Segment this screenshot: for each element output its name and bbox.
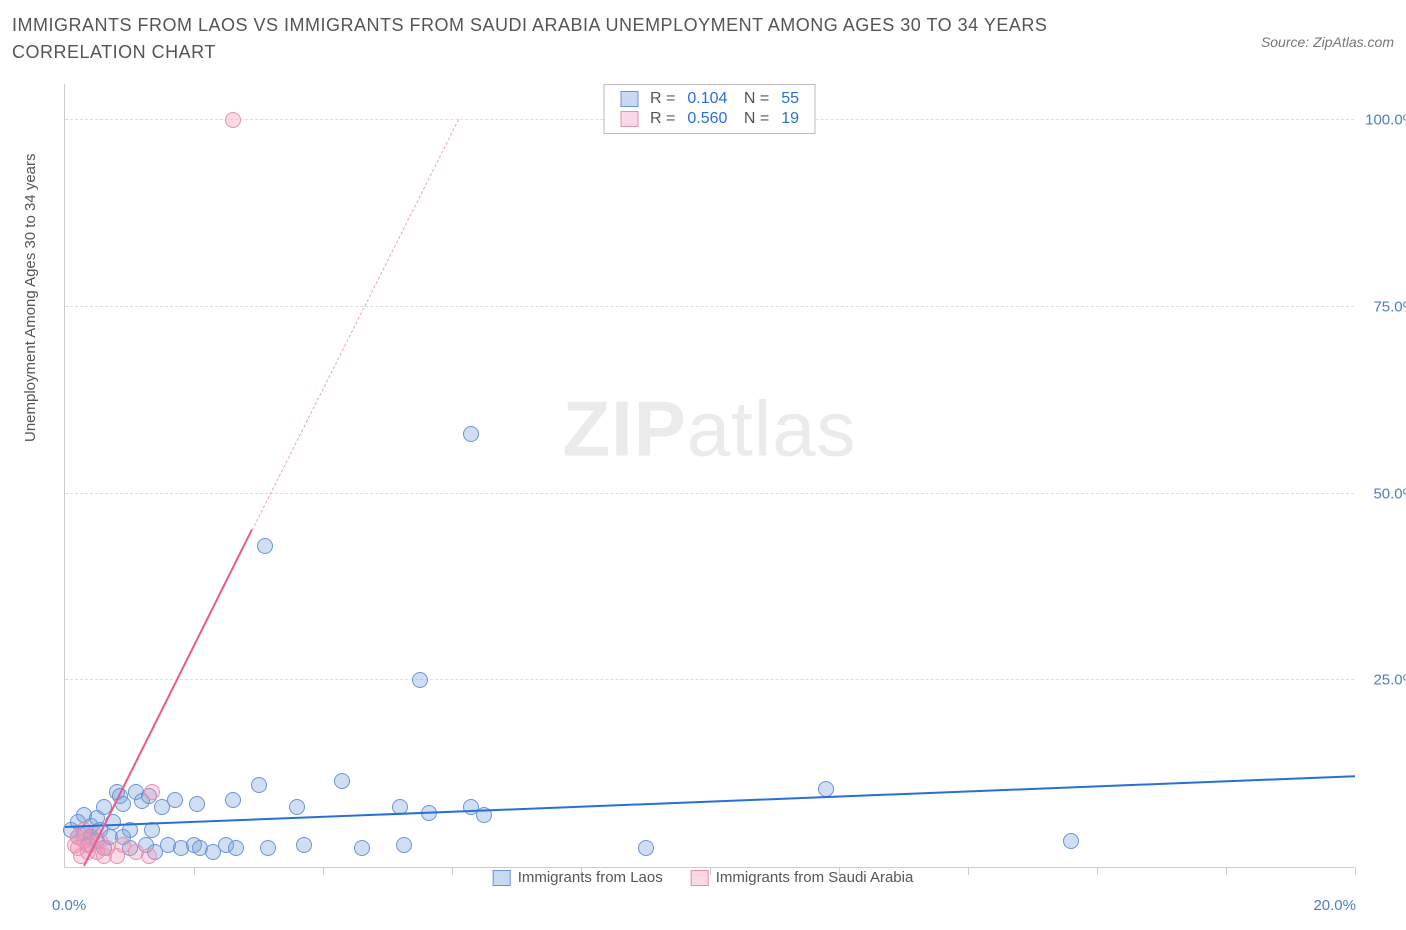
data-point [412, 672, 428, 688]
x-axis-min-label: 0.0% [52, 897, 86, 914]
chart-title: IMMIGRANTS FROM LAOS VS IMMIGRANTS FROM … [12, 12, 1112, 66]
data-point [1063, 833, 1079, 849]
swatch-blue-icon [620, 91, 638, 107]
x-minor-tick [968, 867, 969, 875]
y-tick-label: 50.0% [1360, 485, 1406, 502]
data-point [818, 781, 834, 797]
n-value-laos: 55 [775, 89, 805, 109]
data-point [189, 796, 205, 812]
gridline [65, 493, 1354, 494]
data-point [396, 837, 412, 853]
trend-line [252, 120, 459, 531]
data-point [289, 799, 305, 815]
y-axis-label: Unemployment Among Ages 30 to 34 years [22, 153, 39, 442]
y-tick-label: 25.0% [1360, 672, 1406, 689]
series-legend: Immigrants from Laos Immigrants from Sau… [493, 869, 914, 886]
r-value-saudi: 0.560 [681, 109, 733, 129]
watermark: ZIPatlas [562, 383, 856, 474]
data-point [167, 792, 183, 808]
data-point [463, 426, 479, 442]
stats-row-saudi: R = 0.560 N = 19 [614, 109, 805, 129]
n-value-saudi: 19 [775, 109, 805, 129]
x-minor-tick [452, 867, 453, 875]
title-row: IMMIGRANTS FROM LAOS VS IMMIGRANTS FROM … [12, 12, 1394, 66]
source-attribution: Source: ZipAtlas.com [1261, 12, 1394, 50]
r-value-laos: 0.104 [681, 89, 733, 109]
stats-legend: R = 0.104 N = 55 R = 0.560 N = 19 [603, 84, 816, 134]
trend-line [83, 530, 252, 867]
data-point [251, 777, 267, 793]
data-point [141, 848, 157, 864]
x-minor-tick [1097, 867, 1098, 875]
x-axis-max-label: 20.0% [1313, 897, 1356, 914]
x-minor-tick [194, 867, 195, 875]
data-point [296, 837, 312, 853]
legend-item-laos: Immigrants from Laos [493, 869, 663, 886]
swatch-blue-icon [493, 870, 511, 886]
gridline [65, 679, 1354, 680]
data-point [334, 773, 350, 789]
data-point [260, 840, 276, 856]
correlation-chart: IMMIGRANTS FROM LAOS VS IMMIGRANTS FROM … [12, 12, 1394, 918]
swatch-pink-icon [620, 111, 638, 127]
x-minor-tick [1355, 867, 1356, 875]
x-minor-tick [323, 867, 324, 875]
stats-row-laos: R = 0.104 N = 55 [614, 89, 805, 109]
gridline [65, 306, 1354, 307]
data-point [638, 840, 654, 856]
legend-item-saudi: Immigrants from Saudi Arabia [691, 869, 914, 886]
x-minor-tick [1226, 867, 1227, 875]
data-point [354, 840, 370, 856]
swatch-pink-icon [691, 870, 709, 886]
data-point [225, 792, 241, 808]
data-point [225, 112, 241, 128]
y-tick-label: 75.0% [1360, 299, 1406, 316]
data-point [257, 538, 273, 554]
data-point [228, 840, 244, 856]
data-point [144, 784, 160, 800]
y-tick-label: 100.0% [1360, 112, 1406, 129]
plot-area: R = 0.104 N = 55 R = 0.560 N = 19 ZIPatl… [64, 84, 1354, 868]
